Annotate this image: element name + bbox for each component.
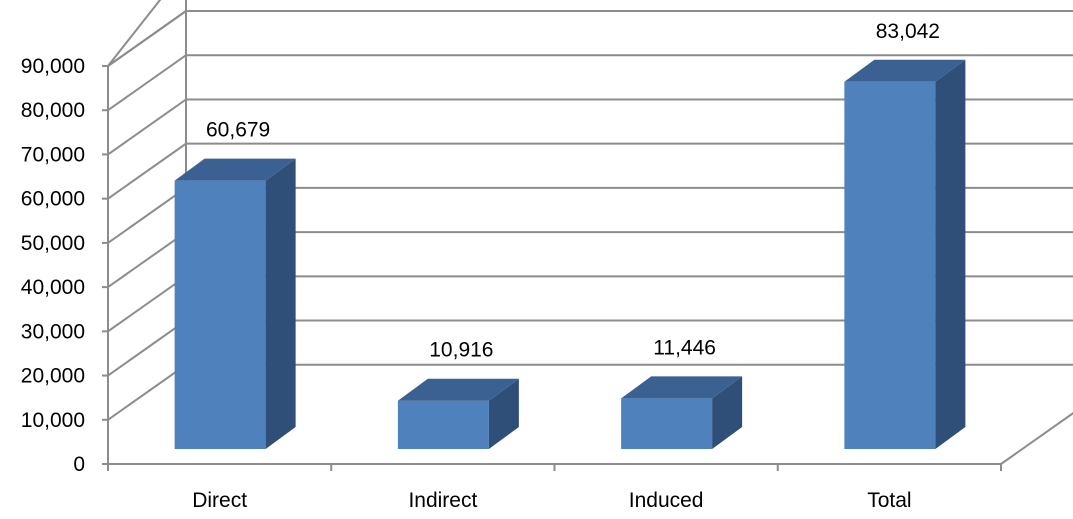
- bar-front-face: [621, 398, 713, 449]
- bar-direct: [174, 158, 296, 449]
- y-tick-label: 80,000: [21, 99, 85, 122]
- data-label: 83,042: [876, 20, 940, 43]
- bar-side-face: [265, 158, 296, 449]
- y-tick-label: 40,000: [21, 276, 85, 299]
- x-tick-label: Direct: [192, 489, 247, 512]
- x-tick-label: Indirect: [408, 489, 477, 512]
- y-tick-label: 20,000: [21, 365, 85, 388]
- wall-top-edge: [107, 0, 162, 67]
- data-label: 10,916: [429, 339, 493, 362]
- y-tick-label: 10,000: [21, 409, 85, 432]
- y-tick-label: 0: [73, 453, 85, 476]
- bars: [174, 59, 966, 449]
- bar-side-face: [935, 59, 966, 449]
- x-tick-label: Induced: [629, 489, 704, 512]
- bar-front-face: [174, 180, 266, 449]
- bar-top-face: [621, 376, 743, 399]
- data-label: 60,679: [206, 119, 270, 142]
- floor-right-edge: [1000, 412, 1073, 465]
- y-tick-label: 90,000: [21, 55, 85, 78]
- bar-side-face: [488, 378, 519, 449]
- back-wall-top-edge: [107, 10, 187, 67]
- bar-total: [844, 59, 966, 449]
- y-tick-label: 70,000: [21, 143, 85, 166]
- y-tick-label: 60,000: [21, 188, 85, 211]
- bar-induced: [621, 376, 743, 449]
- x-tick-label: Total: [867, 489, 911, 512]
- bar-front-face: [397, 400, 489, 449]
- bar-top-face: [397, 378, 519, 401]
- bar-front-face: [844, 81, 936, 449]
- y-tick-label: 30,000: [21, 320, 85, 343]
- bar-top-face: [174, 158, 296, 181]
- labels: 0 10,000 20,000 30,000 40,000 50,000 60,000 70,…: [21, 20, 940, 512]
- bar-top-face: [844, 59, 966, 82]
- y-tick-label: 50,000: [21, 232, 85, 255]
- bar-side-face: [712, 376, 743, 449]
- bar-indirect: [397, 378, 519, 449]
- data-label: 11,446: [653, 336, 716, 359]
